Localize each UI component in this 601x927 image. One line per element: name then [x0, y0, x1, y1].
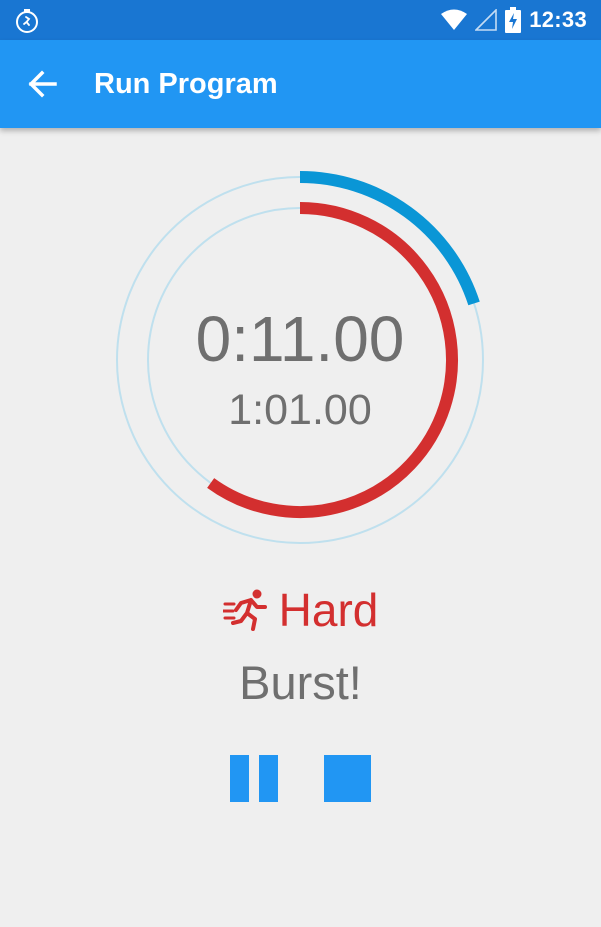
pause-button[interactable]: [229, 755, 279, 803]
interval-progress-arc: [299, 171, 480, 306]
status-icons: 12:33: [441, 0, 587, 40]
elapsed-time: 0:11.00: [196, 303, 405, 375]
playback-controls: [0, 755, 601, 803]
phase-label: Hard: [278, 584, 379, 636]
arrow-back-icon: [28, 70, 57, 98]
total-time: 1:01.00: [228, 386, 371, 434]
stop-button[interactable]: [324, 755, 371, 802]
page-title: Run Program: [94, 68, 278, 100]
status-bar: 12:33: [0, 0, 601, 40]
cell-signal-icon: [475, 9, 498, 31]
timer-ring: 0:11.00 1:01.00: [116, 171, 484, 544]
phase-progress-arc: [207, 202, 458, 518]
stopwatch-icon: [16, 9, 38, 33]
running-icon: [222, 589, 267, 631]
status-time: 12:33: [529, 7, 587, 32]
wifi-icon: [441, 9, 468, 30]
phase-message: Burst!: [239, 656, 362, 709]
battery-charging-icon: [505, 7, 522, 33]
phase-indicator: Hard: [0, 580, 601, 640]
back-button[interactable]: [20, 62, 64, 106]
app-bar: Run Program: [0, 40, 601, 128]
